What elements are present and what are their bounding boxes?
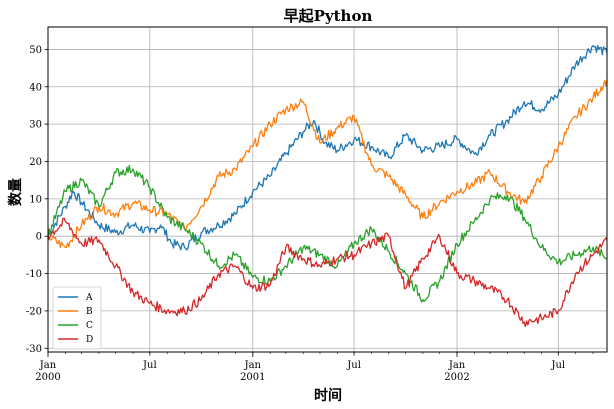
series-line-c [48, 164, 607, 303]
series-line-d [48, 217, 607, 328]
x-tick-label: Jan [448, 360, 466, 371]
y-tick-label: -30 [26, 344, 42, 355]
x-tick-year-label: 2000 [35, 372, 60, 383]
x-tick-year-label: 2001 [240, 372, 265, 383]
legend-label: D [86, 335, 93, 345]
x-tick-label: Jul [142, 360, 157, 371]
legend-label: C [86, 321, 93, 331]
x-tick-label: Jul [346, 360, 361, 371]
y-tick-label: -10 [26, 269, 42, 280]
x-gridlines [47, 27, 559, 352]
x-tick-year-label: 2002 [444, 372, 469, 383]
y-tick-label: 20 [29, 157, 42, 168]
plot-frame [47, 26, 608, 353]
y-axis-label: 数量 [7, 178, 24, 206]
y-tick-label: 0 [36, 232, 42, 243]
x-tick-label: Jan [39, 360, 57, 371]
x-axis-label: 时间 [314, 387, 342, 404]
legend-label: B [86, 307, 93, 317]
legend-label: A [85, 293, 93, 303]
y-tick-label: 50 [29, 45, 42, 56]
y-gridlines [48, 49, 607, 349]
x-tick-label: Jan [244, 360, 262, 371]
series-line-b [48, 79, 607, 249]
chart-title: 早起Python [284, 7, 373, 25]
y-axis-ticks: -30 -20 -10 0 10 20 30 40 50 [26, 45, 48, 355]
y-tick-label: 30 [29, 120, 42, 131]
series-layer [48, 44, 607, 328]
y-tick-label: 10 [29, 194, 42, 205]
legend-box [52, 286, 102, 350]
x-tick-label: Jul [550, 360, 565, 371]
y-tick-label: 40 [29, 82, 42, 93]
y-tick-label: -20 [26, 306, 42, 317]
series-line-a [48, 44, 607, 251]
